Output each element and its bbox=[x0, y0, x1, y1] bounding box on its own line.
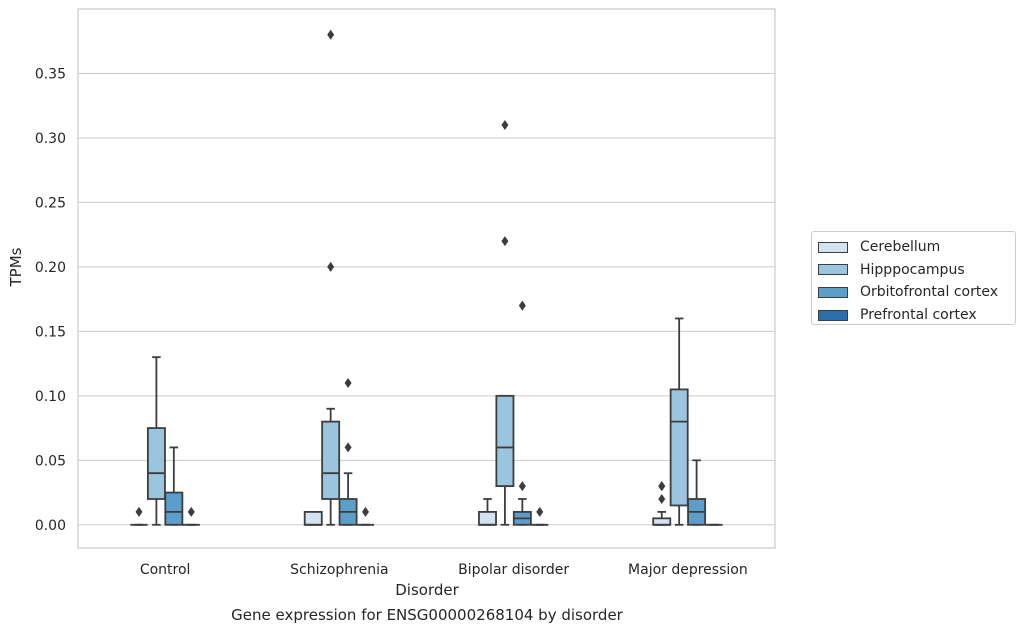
plot-frame bbox=[77, 8, 776, 549]
x-tick-label: Control bbox=[140, 562, 191, 578]
legend-label: Hipppocampus bbox=[860, 261, 965, 278]
chart-title: Gene expression for ENSG00000268104 by d… bbox=[231, 606, 623, 624]
legend-swatch bbox=[818, 264, 848, 276]
legend-item: Prefrontal cortex bbox=[818, 304, 1015, 327]
box-prefrontal-cortex bbox=[531, 506, 549, 526]
box-hipppocampus bbox=[669, 317, 689, 526]
legend-label: Cerebellum bbox=[860, 239, 941, 256]
box-cerebellum bbox=[478, 498, 497, 526]
legend-swatch bbox=[818, 241, 848, 253]
iqr-box bbox=[303, 510, 323, 526]
y-tick-label: 0.30 bbox=[35, 131, 66, 147]
y-tick-label: 0.10 bbox=[35, 389, 66, 405]
iqr-box bbox=[495, 394, 515, 488]
outlier-point bbox=[344, 377, 352, 388]
iqr-box bbox=[321, 420, 341, 500]
y-tick-label: 0.15 bbox=[35, 324, 66, 340]
gridlines bbox=[78, 72, 775, 526]
y-tick-label: 0.05 bbox=[35, 453, 66, 469]
outlier-point bbox=[327, 29, 335, 40]
iqr-box bbox=[146, 427, 166, 500]
outlier-point bbox=[518, 481, 526, 492]
legend-item: Hipppocampus bbox=[818, 259, 1015, 282]
y-tick-label: 0.00 bbox=[35, 518, 66, 534]
box-cerebellum bbox=[303, 510, 323, 526]
box-prefrontal-cortex bbox=[182, 506, 200, 526]
x-tick-label: Schizophrenia bbox=[290, 562, 388, 578]
x-tick-label: Bipolar disorder bbox=[458, 562, 569, 578]
box-cerebellum bbox=[130, 506, 148, 526]
iqr-box bbox=[669, 388, 689, 507]
outlier-point bbox=[344, 442, 352, 453]
outlier-point bbox=[362, 506, 370, 517]
legend-item: Cerebellum bbox=[818, 236, 1015, 259]
x-tick-labels: Control Schizophrenia Bipolar disorder Majo… bbox=[140, 562, 748, 578]
outlier-point bbox=[658, 494, 666, 504]
plot-marks bbox=[130, 29, 723, 526]
y-tick-label: 0.25 bbox=[35, 195, 66, 211]
y-tick-label: 0.35 bbox=[35, 66, 66, 82]
legend-label: Prefrontal cortex bbox=[860, 307, 977, 324]
box-orbitofrontal-cortex bbox=[512, 300, 532, 526]
x-tick-label: Major depression bbox=[628, 562, 748, 578]
legend-swatch bbox=[818, 309, 848, 321]
legend: Cerebellum Hipppocampus Orbitofrontal co… bbox=[811, 231, 1016, 325]
outlier-point bbox=[501, 236, 509, 247]
iqr-box bbox=[652, 517, 672, 526]
y-tick-label: 0.20 bbox=[35, 260, 66, 276]
outlier-point bbox=[327, 261, 335, 272]
y-tick-labels: 0.00 0.05 0.10 0.15 0.20 0.25 0.30 0.35 bbox=[35, 66, 66, 533]
y-axis-label: TPMs bbox=[7, 247, 25, 287]
outlier-point bbox=[187, 506, 195, 517]
legend-label: Orbitofrontal cortex bbox=[860, 284, 998, 301]
box-orbitofrontal-cortex bbox=[338, 377, 358, 526]
box-hipppocampus bbox=[495, 120, 515, 526]
box-orbitofrontal-cortex bbox=[687, 459, 707, 526]
box-hipppocampus bbox=[146, 356, 166, 526]
outlier-point bbox=[501, 120, 509, 131]
box-cerebellum bbox=[652, 481, 672, 526]
box-hipppocampus bbox=[321, 29, 341, 526]
x-axis-label: Disorder bbox=[395, 581, 459, 599]
iqr-box bbox=[164, 491, 184, 526]
legend-swatch bbox=[818, 286, 848, 298]
outlier-point bbox=[135, 506, 143, 517]
box-prefrontal-cortex bbox=[356, 506, 375, 526]
outlier-point bbox=[536, 506, 544, 517]
outlier-point bbox=[658, 481, 666, 492]
iqr-box bbox=[478, 510, 497, 526]
legend-item: Orbitofrontal cortex bbox=[818, 281, 1015, 304]
box-orbitofrontal-cortex bbox=[164, 446, 184, 526]
outlier-point bbox=[518, 300, 526, 311]
